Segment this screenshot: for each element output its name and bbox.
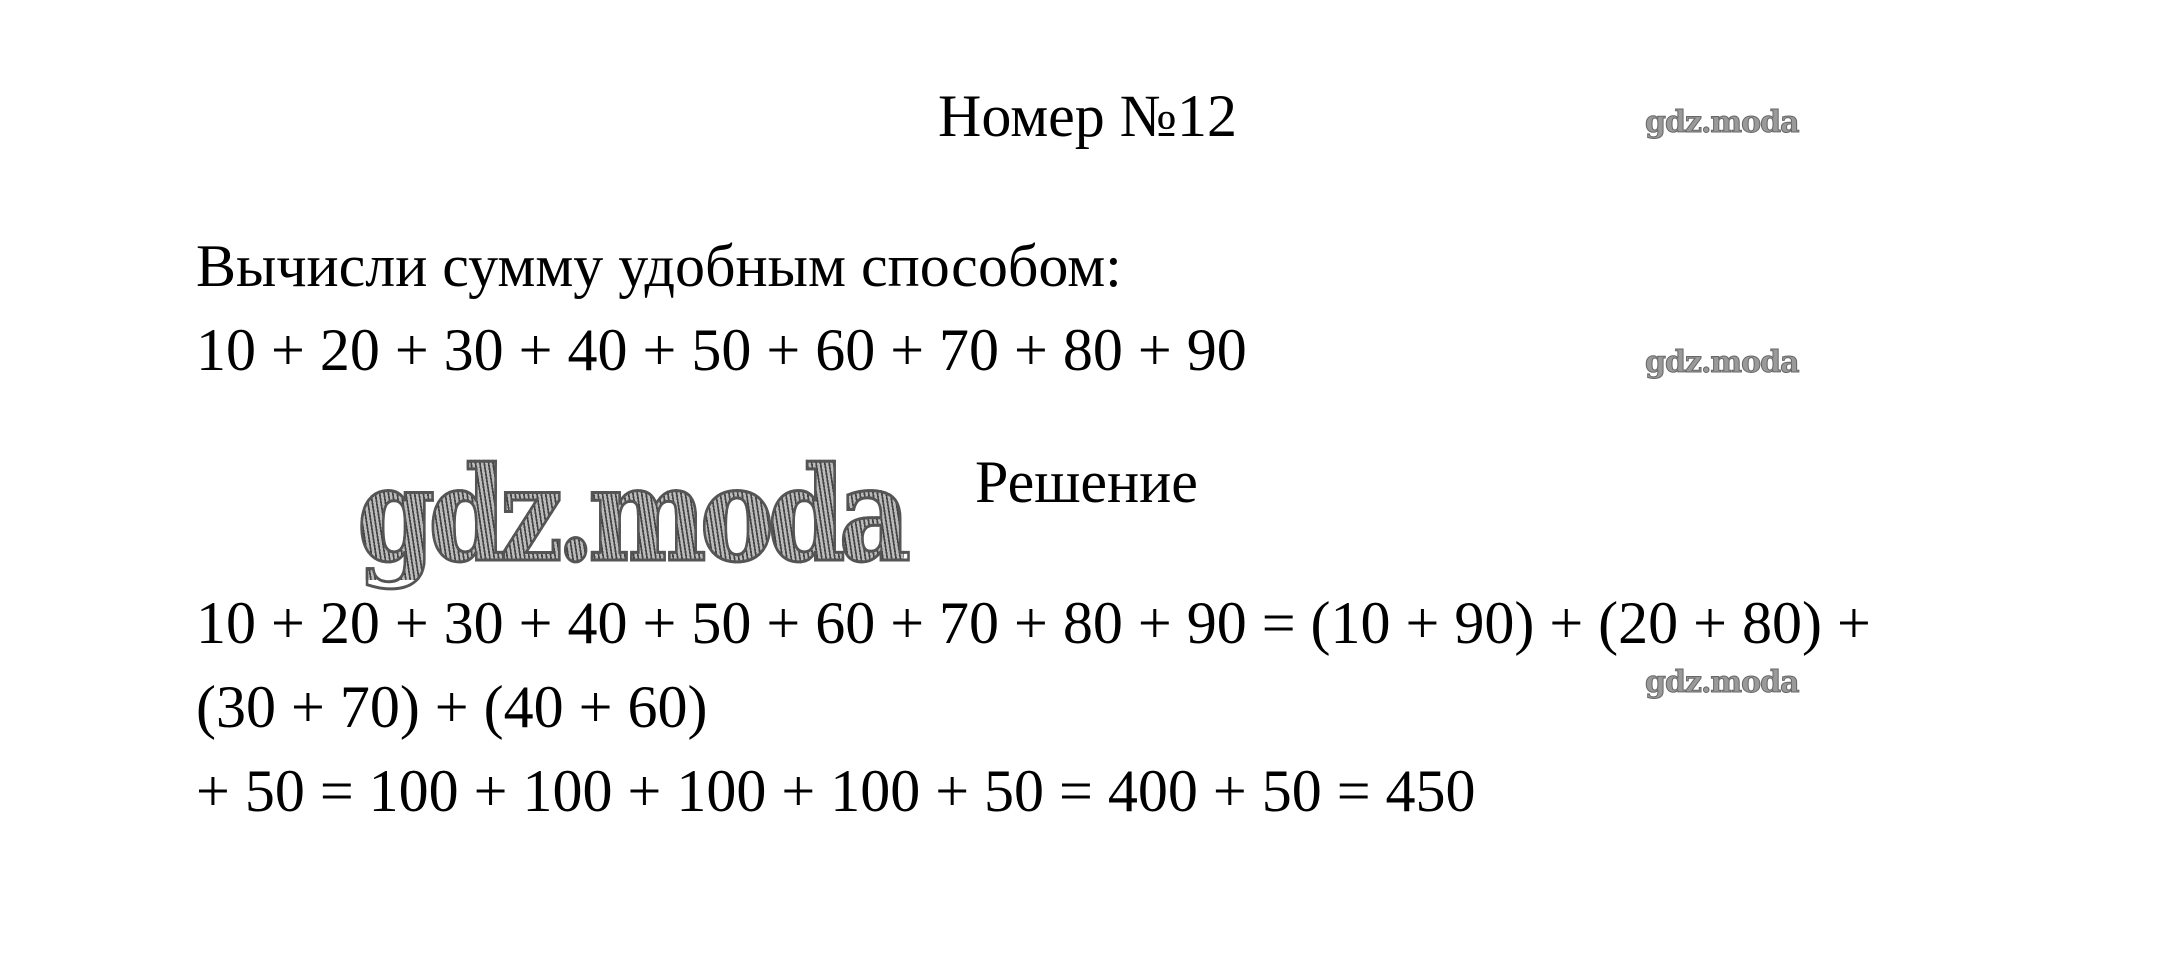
solution-line: (30 + 70) + (40 + 60) xyxy=(196,674,708,740)
page-title: Номер №12 xyxy=(938,83,1238,149)
task-expression: 10 + 20 + 30 + 40 + 50 + 60 + 70 + 80 + … xyxy=(196,317,1247,383)
watermark-logo: gdz.moda xyxy=(1645,105,1801,140)
watermark-logo: gdz.moda xyxy=(1645,345,1801,380)
watermark-logo: gdz.moda xyxy=(1645,665,1801,700)
solution-heading: Решение xyxy=(975,449,1198,515)
watermark-logo-large: gdz.moda xyxy=(356,438,913,591)
solution-line: + 50 = 100 + 100 + 100 + 100 + 50 = 400 … xyxy=(196,758,1476,824)
solution-line: 10 + 20 + 30 + 40 + 50 + 60 + 70 + 80 + … xyxy=(196,590,1871,656)
task-instruction: Вычисли сумму удобным способом: xyxy=(196,233,1122,299)
